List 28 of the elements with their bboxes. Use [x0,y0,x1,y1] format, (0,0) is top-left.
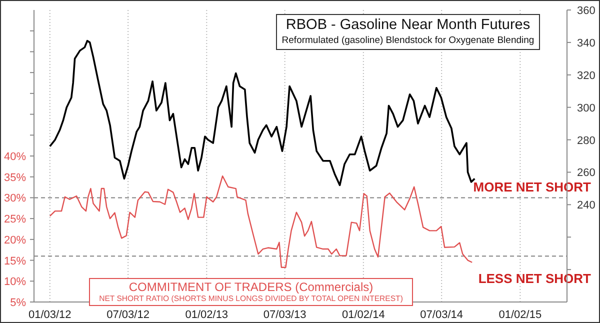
text: RBOB - Gasoline Near Month Futures [284,17,532,33]
x-tick-label: 01/02/15 [498,308,542,321]
y-tick-label: 35% [4,172,26,184]
line-series [49,175,473,268]
ref-line-label: MORE NET SHORT [473,180,592,195]
y2-tick-label: 320 [577,70,596,82]
x-tick-label: 01/02/14 [342,308,385,321]
x-tick-label: 01/02/13 [185,308,228,321]
y2-tick-label: 360 [577,5,596,17]
y2-tick-label: 260 [577,167,596,180]
y-tick-label: 40% [4,151,26,163]
y2-tick-label: 280 [577,134,596,147]
x-tick-label: 07/03/12 [106,308,150,321]
y2-tick-label: 300 [577,102,596,114]
series-label: COMMITMENT OF TRADERS (Commercials) [128,280,374,294]
y2-tick-label: 340 [577,37,596,50]
text: Reformulated (gasoline) Blendstock for Oxygenate Blending [280,35,536,46]
y2-tick-label: 240 [577,200,596,212]
ref-line-label: LESS NET SHORT [478,271,592,286]
y-tick-label: 30% [4,192,26,205]
y-tick-label: 15% [4,255,26,268]
x-tick-label: 07/03/14 [420,308,463,321]
y-tick-label: 25% [4,214,26,226]
y-tick-label: 10% [4,276,26,288]
x-tick-label: 01/03/12 [28,308,72,321]
y-tick-label: 20% [4,234,26,246]
y-tick-label: 5% [10,297,26,309]
x-tick-label: 07/03/13 [263,308,306,321]
